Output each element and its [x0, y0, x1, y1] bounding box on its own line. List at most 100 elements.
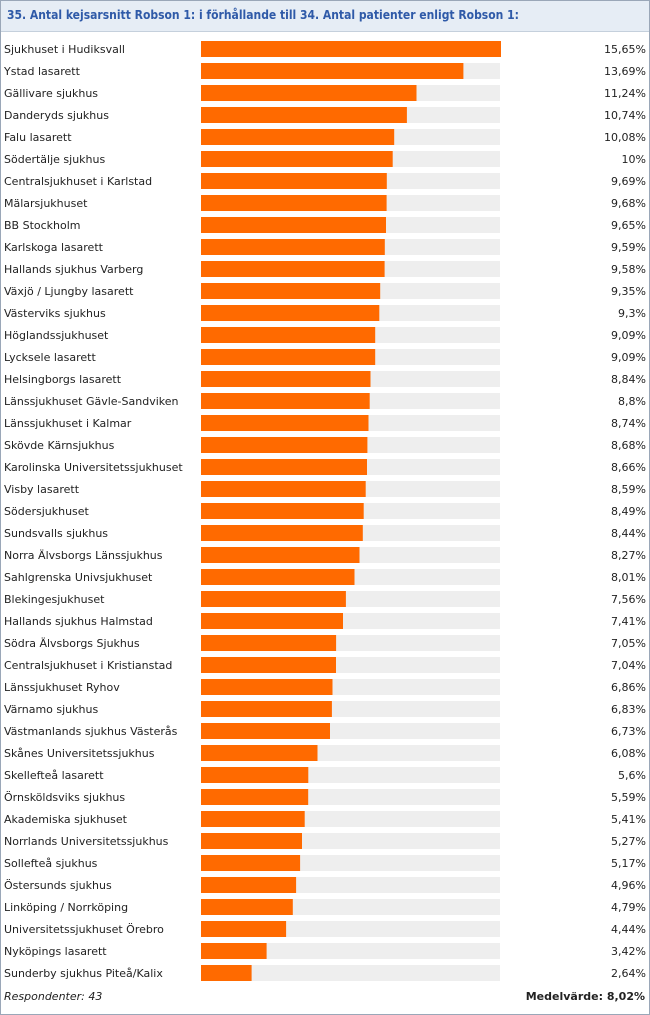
value-label: 9,3% — [618, 307, 646, 320]
category-label: Sundsvalls sjukhus — [4, 527, 108, 540]
category-label: Mälarsjukhuset — [4, 197, 88, 210]
category-label: Skellefteå lasarett — [4, 769, 104, 782]
bar-row: Norrlands Universitetssjukhus 5,27% — [4, 833, 646, 849]
category-label: Södersjukhuset — [4, 505, 90, 518]
category-label: Länssjukhuset Gävle-Sandviken — [4, 395, 179, 408]
bar-row: Örnsköldsviks sjukhus 5,59% — [4, 789, 646, 805]
bar-row: Länssjukhuset Gävle-Sandviken 8,8% — [4, 393, 646, 409]
bar — [201, 107, 407, 123]
bar-row: Sundsvalls sjukhus 8,44% — [4, 525, 646, 541]
category-label: Länssjukhuset Ryhov — [4, 681, 120, 694]
value-label: 6,08% — [611, 747, 646, 760]
category-label: Lycksele lasarett — [4, 351, 96, 364]
bar — [201, 173, 387, 189]
category-label: Falu lasarett — [4, 131, 72, 144]
category-label: Centralsjukhuset i Kristianstad — [4, 659, 172, 672]
bar-row: Danderyds sjukhus 10,74% — [4, 107, 646, 123]
value-label: 5,59% — [611, 791, 646, 804]
value-label: 8,44% — [611, 527, 646, 540]
bar-row: Hallands sjukhus Halmstad 7,41% — [4, 613, 646, 629]
value-label: 10% — [622, 153, 646, 166]
value-label: 11,24% — [604, 87, 646, 100]
category-label: Skövde Kärnsjukhus — [4, 439, 115, 452]
bar-row: Nyköpings lasarett 3,42% — [4, 943, 646, 959]
bar-row: Helsingborgs lasarett 8,84% — [4, 371, 646, 387]
value-label: 4,44% — [611, 923, 646, 936]
value-label: 6,86% — [611, 681, 646, 694]
category-label: Örnsköldsviks sjukhus — [4, 791, 125, 804]
bar-row: Linköping / Norrköping 4,79% — [4, 899, 646, 915]
value-label: 8,84% — [611, 373, 646, 386]
category-label: Karolinska Universitetssjukhuset — [4, 461, 183, 474]
value-label: 15,65% — [604, 43, 646, 56]
bar — [201, 591, 346, 607]
bar-row: Höglandssjukhuset 9,09% — [4, 327, 646, 343]
value-label: 13,69% — [604, 65, 646, 78]
bar — [201, 613, 343, 629]
value-label: 9,35% — [611, 285, 646, 298]
category-label: Universitetssjukhuset Örebro — [4, 923, 164, 936]
bar — [201, 701, 332, 717]
category-label: Sollefteå sjukhus — [4, 857, 98, 870]
bar-row: Värnamo sjukhus 6,83% — [4, 701, 646, 717]
bar — [201, 151, 393, 167]
bar-row: Falu lasarett 10,08% — [4, 129, 646, 145]
bar — [201, 921, 287, 937]
category-label: Växjö / Ljungby lasarett — [4, 285, 134, 298]
bar-row: Norra Älvsborgs Länssjukhus 8,27% — [4, 547, 646, 563]
bar-row: Länssjukhuset Ryhov 6,86% — [4, 679, 646, 695]
value-label: 5,27% — [611, 835, 646, 848]
value-label: 5,41% — [611, 813, 646, 826]
bar-row: Skånes Universitetssjukhus 6,08% — [4, 745, 646, 761]
category-label: Värnamo sjukhus — [4, 703, 98, 716]
chart-title: 35. Antal kejsarsnitt Robson 1: i förhål… — [7, 8, 519, 22]
value-label: 3,42% — [611, 945, 646, 958]
category-label: Sunderby sjukhus Piteå/Kalix — [4, 967, 163, 980]
bar-row: Karlskoga lasarett 9,59% — [4, 239, 646, 255]
bar — [201, 877, 297, 893]
respondents-count: Respondenter: 43 — [4, 990, 103, 1003]
value-label: 9,58% — [611, 263, 646, 276]
bar — [201, 129, 395, 145]
category-label: Sahlgrenska Univsjukhuset — [4, 571, 153, 584]
bar — [201, 371, 371, 387]
value-label: 7,56% — [611, 593, 646, 606]
bar — [201, 569, 355, 585]
bar-row: Sunderby sjukhus Piteå/Kalix 2,64% — [4, 965, 646, 981]
value-label: 9,09% — [611, 329, 646, 342]
bar — [201, 283, 381, 299]
category-label: Centralsjukhuset i Karlstad — [4, 175, 152, 188]
bar-row: Mälarsjukhuset 9,68% — [4, 195, 646, 211]
bar-row: Skellefteå lasarett 5,6% — [4, 767, 646, 783]
value-label: 9,65% — [611, 219, 646, 232]
bar-row: Centralsjukhuset i Karlstad 9,69% — [4, 173, 646, 189]
bar-row: Hallands sjukhus Varberg 9,58% — [4, 261, 646, 277]
bar-row: Blekingesjukhuset 7,56% — [4, 591, 646, 607]
bar — [201, 965, 252, 981]
bar-row: Centralsjukhuset i Kristianstad 7,04% — [4, 657, 646, 673]
bar-row: Södersjukhuset 8,49% — [4, 503, 646, 519]
category-label: Norrlands Universitetssjukhus — [4, 835, 169, 848]
bar-row: Västerviks sjukhus 9,3% — [4, 305, 646, 321]
bar-row: Södra Älvsborgs Sjukhus 7,05% — [4, 635, 646, 651]
category-label: Höglandssjukhuset — [4, 329, 109, 342]
category-label: Skånes Universitetssjukhus — [4, 747, 155, 760]
category-label: Helsingborgs lasarett — [4, 373, 122, 386]
category-label: Länssjukhuset i Kalmar — [4, 417, 132, 430]
value-label: 8,01% — [611, 571, 646, 584]
bar — [201, 305, 380, 321]
bar — [201, 327, 376, 343]
category-label: Sjukhuset i Hudiksvall — [4, 43, 125, 56]
value-label: 10,08% — [604, 131, 646, 144]
bar — [201, 459, 367, 475]
category-label: Karlskoga lasarett — [4, 241, 104, 254]
value-label: 6,73% — [611, 725, 646, 738]
category-label: Danderyds sjukhus — [4, 109, 109, 122]
category-label: Nyköpings lasarett — [4, 945, 107, 958]
bar — [201, 855, 301, 871]
value-label: 9,68% — [611, 197, 646, 210]
bar — [201, 217, 386, 233]
value-label: 8,66% — [611, 461, 646, 474]
bar — [201, 261, 385, 277]
